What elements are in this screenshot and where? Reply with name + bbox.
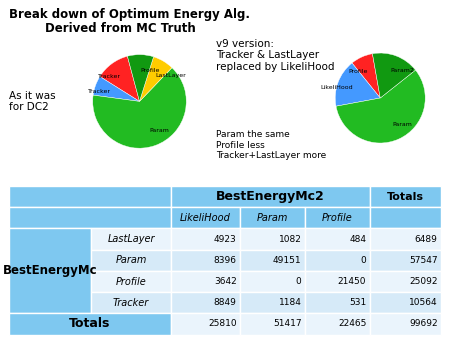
FancyBboxPatch shape — [9, 207, 171, 228]
Text: 8849: 8849 — [214, 298, 237, 307]
Text: 22465: 22465 — [338, 319, 366, 329]
Text: Totals: Totals — [69, 317, 111, 331]
Wedge shape — [93, 76, 140, 101]
Wedge shape — [373, 53, 415, 98]
Text: 0: 0 — [360, 256, 366, 265]
FancyBboxPatch shape — [305, 207, 370, 228]
Text: Param: Param — [115, 255, 147, 265]
Text: Param: Param — [149, 128, 169, 132]
Text: Tracker: Tracker — [99, 74, 122, 79]
FancyBboxPatch shape — [240, 313, 305, 335]
FancyBboxPatch shape — [171, 271, 240, 292]
Text: Param the same
Profile less
Tracker+LastLayer more: Param the same Profile less Tracker+Last… — [216, 130, 326, 160]
FancyBboxPatch shape — [9, 186, 171, 207]
FancyBboxPatch shape — [171, 228, 240, 250]
Text: 1082: 1082 — [279, 235, 302, 243]
FancyBboxPatch shape — [91, 292, 171, 313]
Text: Profile: Profile — [116, 276, 146, 287]
Text: 49151: 49151 — [273, 256, 302, 265]
Wedge shape — [336, 70, 425, 143]
Text: Break down of Optimum Energy Alg.: Break down of Optimum Energy Alg. — [9, 8, 250, 21]
FancyBboxPatch shape — [240, 207, 305, 228]
Text: 6489: 6489 — [414, 235, 437, 243]
FancyBboxPatch shape — [9, 228, 91, 313]
Text: Tracker: Tracker — [88, 89, 111, 94]
Text: 21450: 21450 — [338, 277, 366, 286]
Text: 1184: 1184 — [279, 298, 302, 307]
FancyBboxPatch shape — [171, 186, 370, 207]
Wedge shape — [140, 57, 172, 101]
FancyBboxPatch shape — [370, 228, 441, 250]
FancyBboxPatch shape — [370, 207, 441, 228]
Text: 0: 0 — [296, 277, 302, 286]
FancyBboxPatch shape — [305, 271, 370, 292]
Wedge shape — [335, 63, 380, 106]
Text: 484: 484 — [349, 235, 366, 243]
Text: LastLayer: LastLayer — [107, 234, 155, 244]
Text: Profile: Profile — [322, 213, 353, 223]
Text: As it was
for DC2: As it was for DC2 — [9, 91, 56, 112]
FancyBboxPatch shape — [370, 271, 441, 292]
FancyBboxPatch shape — [305, 313, 370, 335]
Text: 10564: 10564 — [409, 298, 437, 307]
Text: BestEnergyMc2: BestEnergyMc2 — [216, 190, 325, 203]
Text: 99692: 99692 — [409, 319, 437, 329]
FancyBboxPatch shape — [9, 313, 171, 335]
FancyBboxPatch shape — [171, 207, 240, 228]
FancyBboxPatch shape — [91, 271, 171, 292]
Text: BestEnergyMc: BestEnergyMc — [3, 264, 97, 277]
Text: 4923: 4923 — [214, 235, 237, 243]
Text: Tracker: Tracker — [113, 298, 149, 308]
Text: 25092: 25092 — [409, 277, 437, 286]
Text: 25810: 25810 — [208, 319, 237, 329]
Text: Param: Param — [392, 122, 412, 127]
FancyBboxPatch shape — [240, 271, 305, 292]
FancyBboxPatch shape — [370, 292, 441, 313]
Text: 3642: 3642 — [214, 277, 237, 286]
Text: Totals: Totals — [387, 192, 424, 201]
Text: LikeliHood: LikeliHood — [320, 86, 353, 90]
Text: Param2: Param2 — [391, 68, 414, 73]
FancyBboxPatch shape — [91, 250, 171, 271]
FancyBboxPatch shape — [305, 228, 370, 250]
Wedge shape — [127, 55, 153, 101]
Text: LikeliHood: LikeliHood — [180, 213, 231, 223]
Text: 8396: 8396 — [214, 256, 237, 265]
FancyBboxPatch shape — [370, 186, 441, 207]
Text: Profile: Profile — [349, 69, 368, 74]
FancyBboxPatch shape — [91, 228, 171, 250]
FancyBboxPatch shape — [305, 250, 370, 271]
Text: Param: Param — [257, 213, 288, 223]
Wedge shape — [93, 68, 186, 148]
FancyBboxPatch shape — [171, 250, 240, 271]
FancyBboxPatch shape — [305, 292, 370, 313]
FancyBboxPatch shape — [370, 250, 441, 271]
FancyBboxPatch shape — [240, 250, 305, 271]
FancyBboxPatch shape — [240, 228, 305, 250]
Wedge shape — [100, 56, 140, 101]
Text: LastLayer: LastLayer — [155, 73, 186, 78]
Text: Profile: Profile — [140, 69, 160, 73]
Text: Derived from MC Truth: Derived from MC Truth — [45, 22, 196, 35]
FancyBboxPatch shape — [240, 292, 305, 313]
FancyBboxPatch shape — [370, 313, 441, 335]
Text: 57547: 57547 — [409, 256, 437, 265]
Text: 531: 531 — [349, 298, 366, 307]
FancyBboxPatch shape — [171, 313, 240, 335]
Wedge shape — [352, 54, 380, 98]
FancyBboxPatch shape — [171, 292, 240, 313]
Text: v9 version:
Tracker & LastLayer
replaced by LikeliHood: v9 version: Tracker & LastLayer replaced… — [216, 39, 334, 72]
Text: 51417: 51417 — [273, 319, 302, 329]
